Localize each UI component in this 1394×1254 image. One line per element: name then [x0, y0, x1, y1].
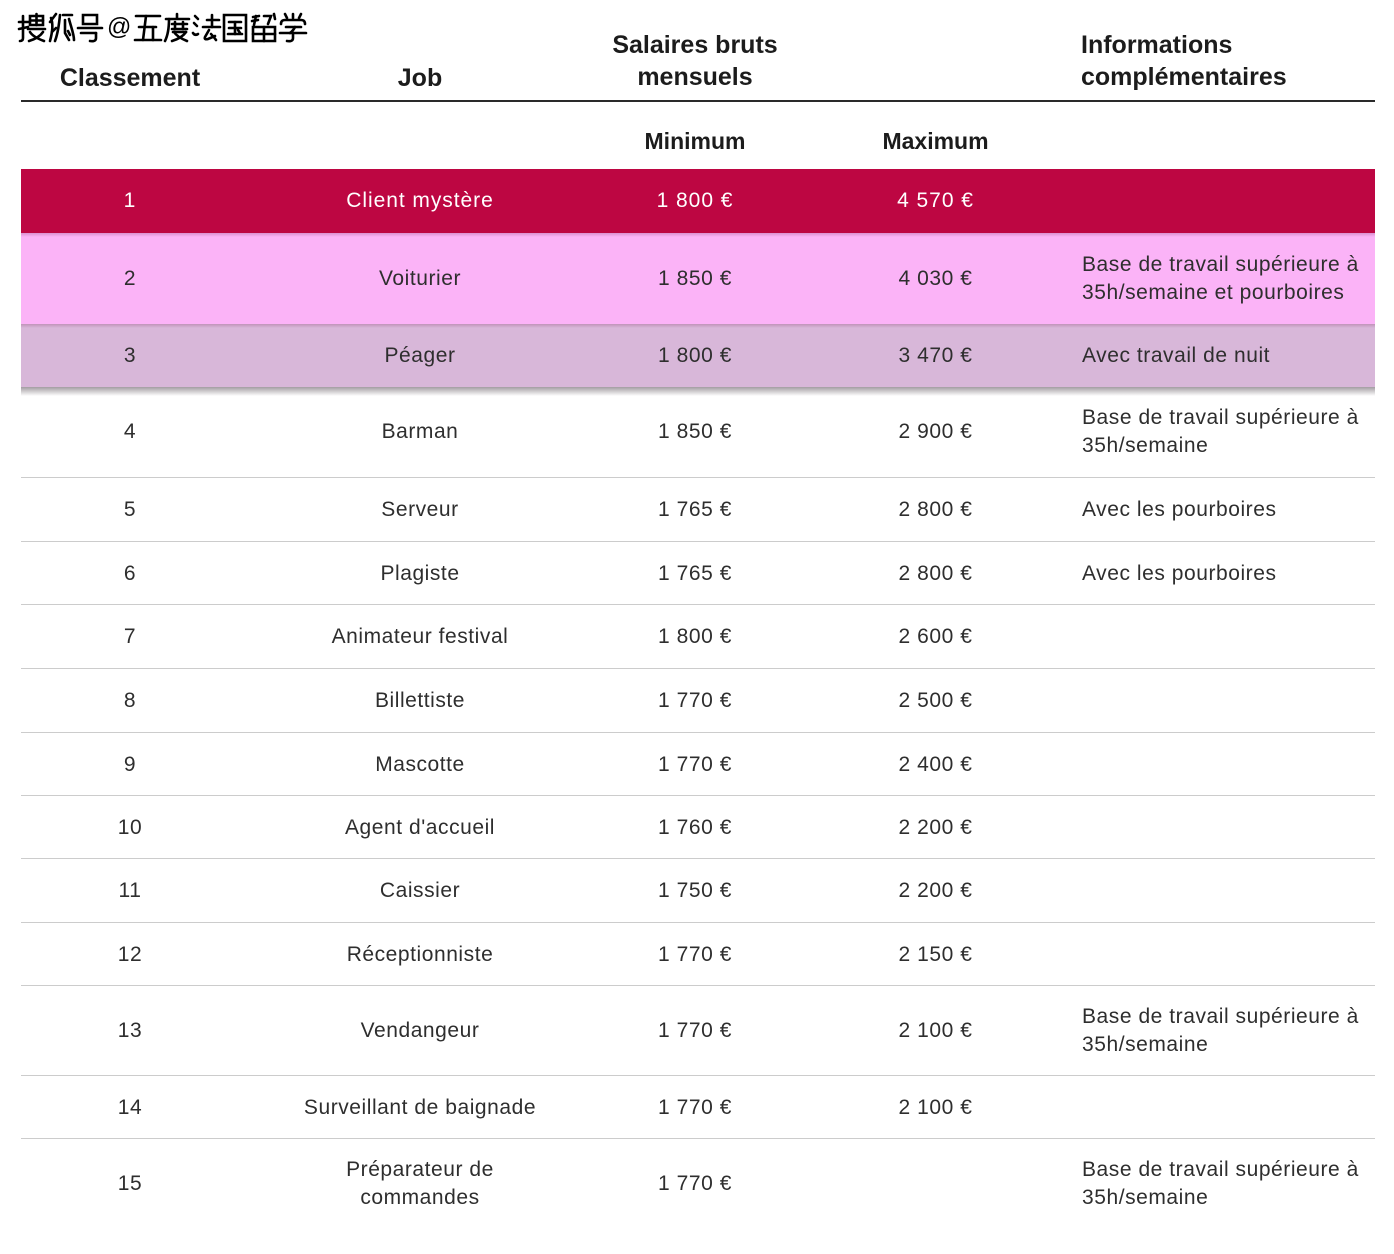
svg-text:@: @: [107, 14, 131, 41]
